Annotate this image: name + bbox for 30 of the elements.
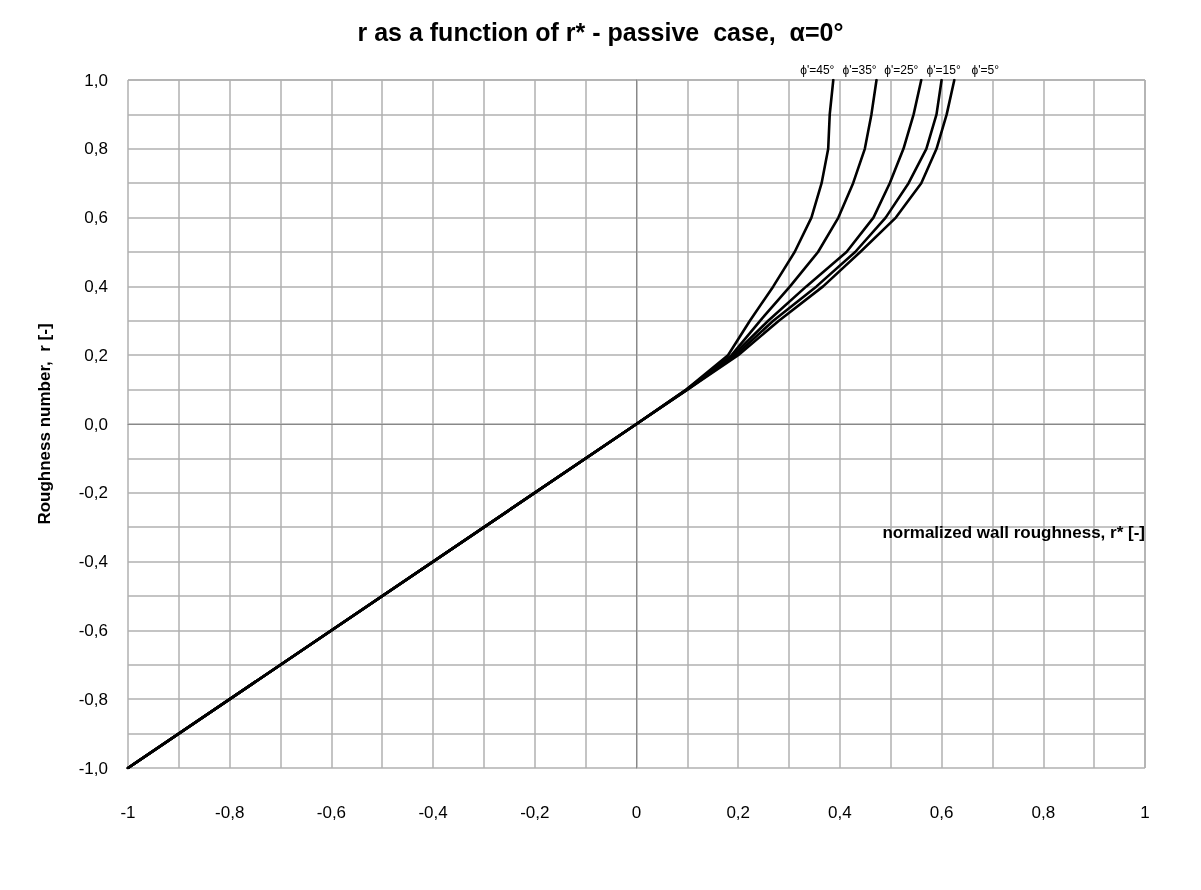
x-tick-label: -1 xyxy=(120,803,136,822)
x-tick-label: -0,8 xyxy=(215,803,245,822)
y-tick-label: -0,4 xyxy=(78,552,108,572)
y-axis-title: Roughness number, r [-] xyxy=(35,323,54,525)
x-tick-label: 0 xyxy=(631,803,642,822)
y-tick-label: 0,6 xyxy=(84,208,108,228)
y-tick-label: -0,2 xyxy=(78,483,108,503)
y-tick-label: 0,2 xyxy=(84,345,108,365)
y-tick-label: 0,4 xyxy=(84,276,108,296)
y-tick-label: -1,0 xyxy=(78,758,108,778)
chart-title: r as a function of r* - passive case, α=0° xyxy=(357,17,844,46)
series-label: ϕ'=25° xyxy=(884,63,919,77)
y-tick-label: -0,6 xyxy=(78,620,108,640)
x-tick-label: -0,6 xyxy=(316,803,347,822)
series-label: ϕ'=5° xyxy=(971,63,1000,77)
y-tick-label: 1,0 xyxy=(84,70,108,90)
x-tick-label: -0,4 xyxy=(418,803,448,822)
series-label: ϕ'=45° xyxy=(800,63,835,77)
x-axis-title: normalized wall roughness, r* [-] xyxy=(882,523,1145,542)
series-label: ϕ'=35° xyxy=(842,63,877,77)
x-tick-label: -0,2 xyxy=(520,803,550,822)
x-tick-label: 0,2 xyxy=(726,803,751,822)
x-tick-label: 0,8 xyxy=(1031,803,1056,822)
x-tick-label: 0,4 xyxy=(828,803,852,822)
y-tick-label: 0,8 xyxy=(84,139,108,159)
x-tick-label: 0,6 xyxy=(929,803,954,822)
x-tick-label: 1 xyxy=(1140,803,1150,822)
y-tick-label: 0,0 xyxy=(84,414,108,434)
y-tick-label: -0,8 xyxy=(78,689,108,709)
series-label: ϕ'=15° xyxy=(926,63,961,77)
